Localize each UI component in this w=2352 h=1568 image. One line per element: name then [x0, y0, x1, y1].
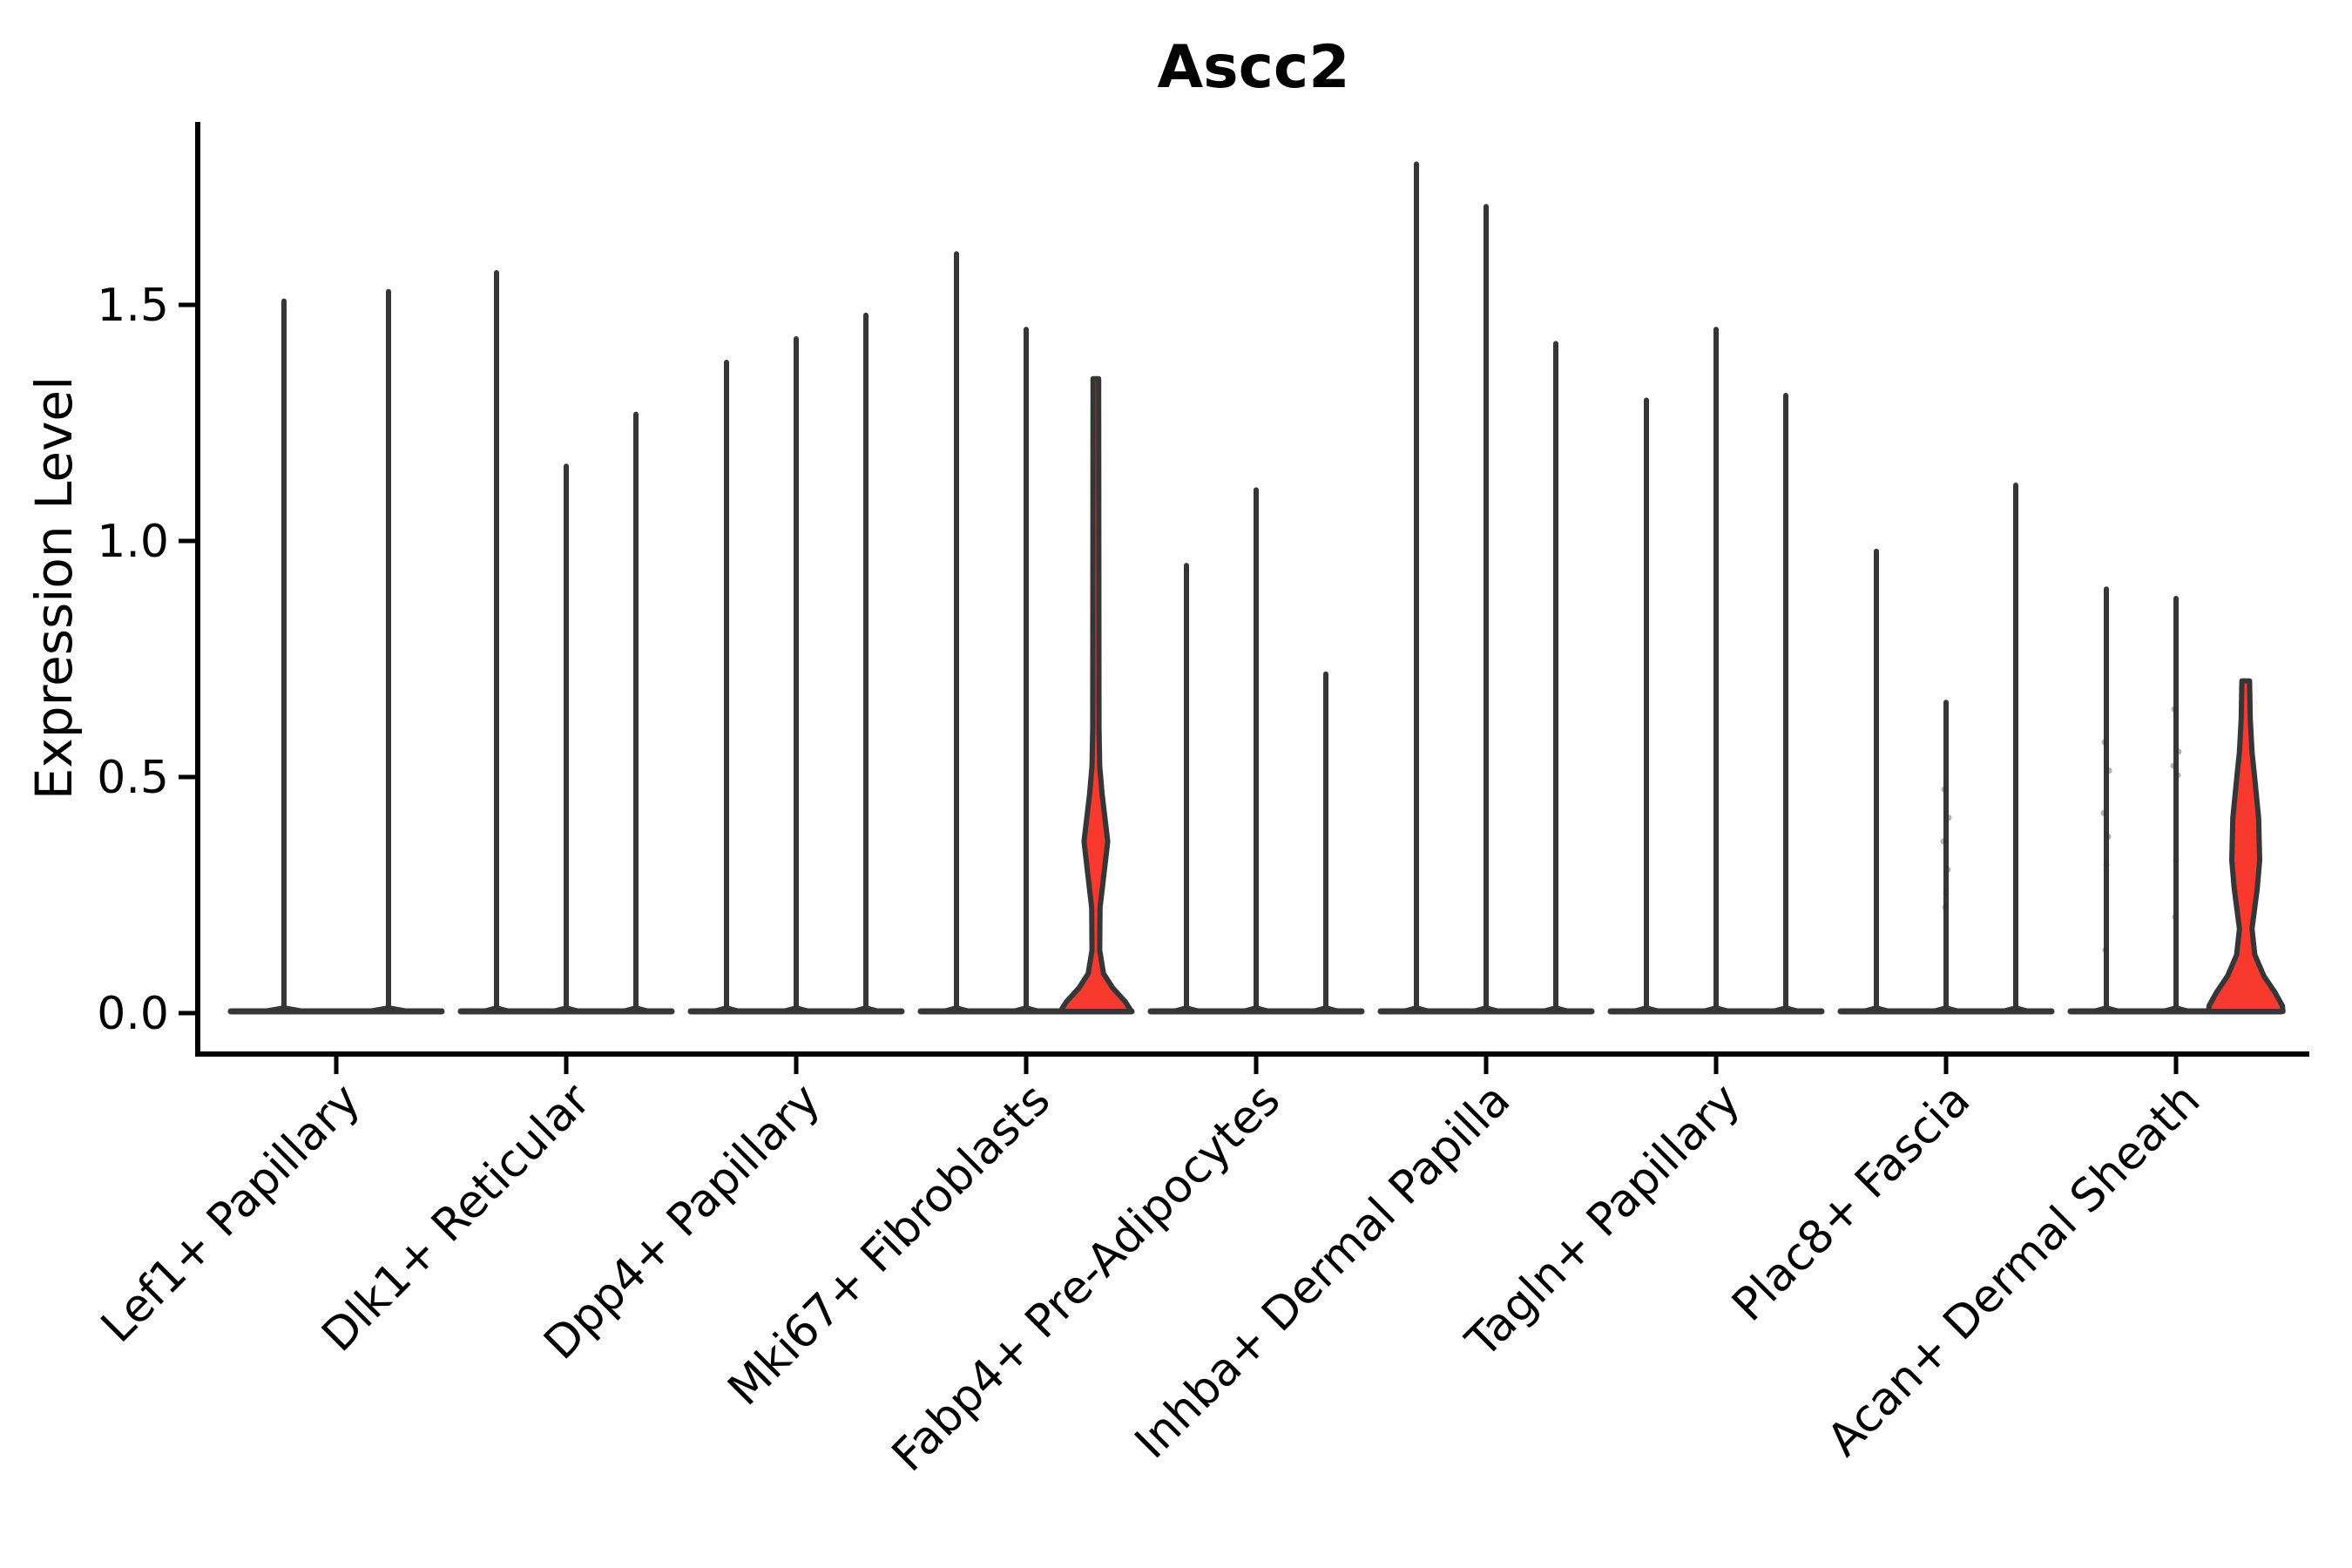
cell-point	[1945, 814, 1952, 821]
violin-base-foot	[1224, 1005, 1288, 1014]
cell-point	[2173, 857, 2180, 864]
cell-point	[2105, 767, 2112, 774]
violin-base-foot	[464, 1005, 529, 1014]
violin-base-foot	[534, 1005, 598, 1014]
violin-base-foot	[340, 1005, 437, 1014]
violin-base-foot	[1294, 1005, 1358, 1014]
cell-point	[1940, 838, 1947, 845]
y-tick-label: 0.5	[97, 752, 169, 804]
cell-point	[2175, 748, 2182, 755]
violin-base-foot	[235, 1005, 333, 1014]
violin-base-foot	[2144, 1005, 2208, 1014]
x-category-label: Inhba+ Dermal Papilla	[1125, 1074, 1520, 1469]
violin-base-foot	[994, 1005, 1058, 1014]
cell-point	[1942, 904, 1949, 911]
y-tick-label: 1.0	[97, 516, 169, 568]
violin-base-foot	[1614, 1005, 1679, 1014]
violin-base-foot	[764, 1005, 828, 1014]
cell-point	[2105, 833, 2112, 840]
chart-title: Ascc2	[1157, 33, 1349, 102]
violin-base-foot	[1384, 1005, 1449, 1014]
violin-base-foot	[604, 1005, 668, 1014]
violin-base-foot	[834, 1005, 898, 1014]
highlighted-violin	[2206, 678, 2286, 1014]
violin-base-foot	[694, 1005, 759, 1014]
y-tick-label: 1.5	[97, 280, 169, 332]
violin-base-foot	[1844, 1005, 1909, 1014]
violin-base-foot	[2074, 1005, 2139, 1014]
cell-point	[2102, 947, 2109, 954]
x-category-label: Fabp4+ Pre-Adipocytes	[882, 1074, 1290, 1482]
cell-point	[2103, 862, 2110, 868]
violin-base-foot	[1914, 1005, 1978, 1014]
x-category-label: Acan+ Dermal Sheath	[1818, 1074, 2211, 1467]
x-category-label: Plac8+ Fascia	[1722, 1074, 1980, 1332]
violin-base-foot	[1754, 1005, 1818, 1014]
cell-point	[2171, 706, 2178, 713]
cell-point	[2170, 762, 2177, 769]
violin-base-foot	[1454, 1005, 1518, 1014]
cell-point	[1941, 786, 1948, 793]
cell-point	[2101, 739, 2108, 746]
cell-point	[2174, 772, 2181, 779]
highlighted-violin	[1058, 375, 1134, 1014]
violin-base-foot	[1984, 1005, 2048, 1014]
violin-base-foot	[1524, 1005, 1588, 1014]
y-axis-label: Expression Level	[24, 376, 84, 800]
cell-point	[1943, 890, 1950, 896]
violin-base-foot	[1154, 1005, 1219, 1014]
violin-base-foot	[924, 1005, 989, 1014]
y-tick-label: 0.0	[97, 988, 169, 1040]
violin-base-foot	[1684, 1005, 1748, 1014]
cell-point	[2100, 809, 2107, 816]
cell-point	[2172, 914, 2179, 921]
cell-point	[1944, 866, 1951, 873]
